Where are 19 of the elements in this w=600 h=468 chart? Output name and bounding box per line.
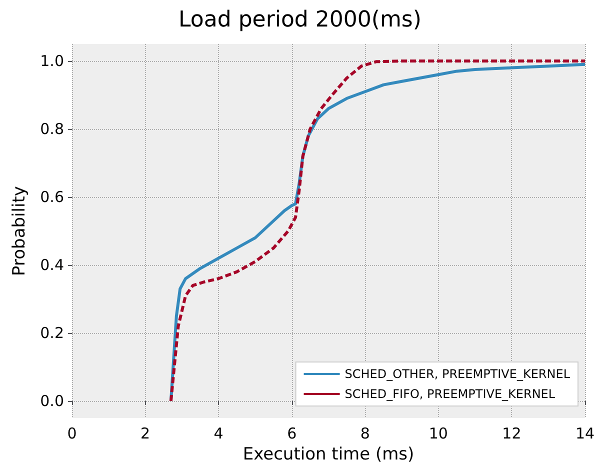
legend-label: SCHED_OTHER, PREEMPTIVE_KERNEL bbox=[344, 367, 570, 381]
x-tick-label: 8 bbox=[360, 424, 370, 442]
legend-label: SCHED_FIFO, PREEMPTIVE_KERNEL bbox=[344, 387, 556, 401]
x-tick-label: 12 bbox=[502, 424, 522, 442]
y-tick-label: 0.6 bbox=[40, 188, 64, 206]
x-tick-label: 0 bbox=[67, 424, 77, 442]
y-tick-label: 0.8 bbox=[40, 120, 64, 138]
y-tick-label: 0.4 bbox=[40, 256, 64, 274]
y-tick-label: 1.0 bbox=[40, 52, 64, 70]
chart-title: Load period 2000(ms) bbox=[178, 8, 422, 32]
x-tick-label: 14 bbox=[575, 424, 595, 442]
y-tick-label: 0.2 bbox=[40, 324, 64, 342]
x-tick-label: 4 bbox=[214, 424, 224, 442]
x-axis-title: Execution time (ms) bbox=[242, 444, 414, 464]
y-axis-title: Probability bbox=[10, 186, 30, 276]
x-tick-label: 10 bbox=[428, 424, 448, 442]
x-tick-label: 2 bbox=[140, 424, 150, 442]
x-tick-label: 6 bbox=[287, 424, 297, 442]
y-tick-label: 0.0 bbox=[40, 392, 64, 410]
